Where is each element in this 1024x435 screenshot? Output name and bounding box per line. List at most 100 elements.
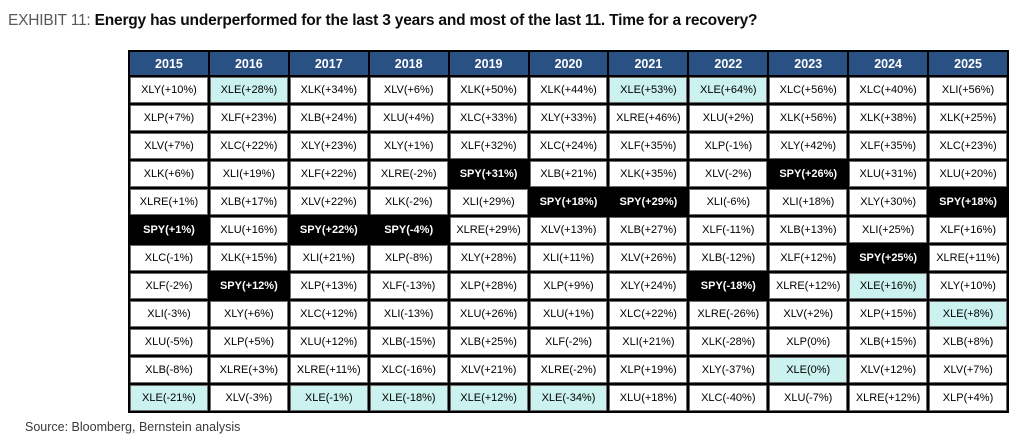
return-cell: XLI(+21%) bbox=[609, 329, 688, 355]
return-cell: XLF(+22%) bbox=[289, 161, 368, 187]
table-row: XLF(-2%) SPY(+12%) XLP(+13%) XLF(-13%) XLP(+… bbox=[130, 273, 1007, 299]
return-cell: XLRE(+46%) bbox=[609, 105, 688, 131]
return-cell: XLC(+40%) bbox=[849, 77, 928, 103]
table-row: XLC(-1%) XLK(+15%) XLI(+21%) XLP(-8%) XLY(+2… bbox=[130, 245, 1007, 271]
table-row: XLP(+7%) XLF(+23%) XLB(+24%) XLU(+4%) XLC(+3… bbox=[130, 105, 1007, 131]
return-cell: XLY(+23%) bbox=[289, 133, 368, 159]
return-cell: XLK(-2%) bbox=[369, 189, 448, 215]
return-cell: XLC(+22%) bbox=[609, 301, 688, 327]
return-cell: XLRE(+3%) bbox=[209, 357, 288, 383]
year-header: 2020 bbox=[529, 52, 608, 75]
return-cell: SPY(-18%) bbox=[689, 273, 768, 299]
return-cell: XLV(+12%) bbox=[849, 357, 928, 383]
return-cell: XLV(-3%) bbox=[209, 385, 288, 411]
return-cell: XLV(+6%) bbox=[369, 77, 448, 103]
return-cell: XLI(+19%) bbox=[209, 161, 288, 187]
return-cell: XLU(+12%) bbox=[289, 329, 368, 355]
return-cell: XLY(+33%) bbox=[529, 105, 608, 131]
return-cell: XLV(+7%) bbox=[130, 133, 208, 159]
return-cell: XLU(+16%) bbox=[209, 217, 288, 243]
return-cell: XLF(+35%) bbox=[849, 133, 928, 159]
table-row: XLB(-8%) XLRE(+3%) XLRE(+11%) XLC(-16%) XLV(… bbox=[130, 357, 1007, 383]
return-cell: SPY(+26%) bbox=[769, 161, 848, 187]
return-cell: XLRE(+11%) bbox=[289, 357, 368, 383]
return-cell: XLV(+21%) bbox=[449, 357, 528, 383]
return-cell: XLB(+17%) bbox=[209, 189, 288, 215]
return-cell: XLRE(-2%) bbox=[369, 161, 448, 187]
return-cell: XLF(-2%) bbox=[130, 273, 208, 299]
return-cell: XLF(+16%) bbox=[929, 217, 1007, 243]
return-cell: XLU(+18%) bbox=[609, 385, 688, 411]
return-cell: XLK(+15%) bbox=[209, 245, 288, 271]
return-cell: SPY(+22%) bbox=[289, 217, 368, 243]
return-cell: XLE(+12%) bbox=[449, 385, 528, 411]
return-cell: XLF(-13%) bbox=[369, 273, 448, 299]
table-row: XLV(+7%) XLC(+22%) XLY(+23%) XLY(+1%) XLF(+3… bbox=[130, 133, 1007, 159]
return-cell: XLY(-37%) bbox=[689, 357, 768, 383]
return-cell: XLE(+8%) bbox=[929, 301, 1007, 327]
year-header: 2025 bbox=[929, 52, 1007, 75]
year-header: 2018 bbox=[369, 52, 448, 75]
return-cell: SPY(+12%) bbox=[209, 273, 288, 299]
return-cell: XLV(+13%) bbox=[529, 217, 608, 243]
exhibit-label: EXHIBIT 11: bbox=[8, 12, 91, 29]
return-cell: XLV(+26%) bbox=[609, 245, 688, 271]
return-cell: XLU(+1%) bbox=[529, 301, 608, 327]
return-cell: XLE(+16%) bbox=[849, 273, 928, 299]
return-cell: SPY(+25%) bbox=[849, 245, 928, 271]
return-cell: SPY(+18%) bbox=[929, 189, 1007, 215]
return-cell: XLP(+13%) bbox=[289, 273, 368, 299]
return-cell: XLE(-18%) bbox=[369, 385, 448, 411]
return-cell: XLE(+53%) bbox=[609, 77, 688, 103]
return-cell: XLB(-12%) bbox=[689, 245, 768, 271]
return-cell: XLY(+1%) bbox=[369, 133, 448, 159]
sector-returns-table: 2015 2016 2017 2018 2019 2020 2021 2022 2023 2024… bbox=[128, 50, 1009, 413]
return-cell: XLI(-6%) bbox=[689, 189, 768, 215]
return-cell: XLF(+23%) bbox=[209, 105, 288, 131]
return-cell: XLP(+15%) bbox=[849, 301, 928, 327]
return-cell: XLU(+31%) bbox=[849, 161, 928, 187]
table-row: XLE(-21%) XLV(-3%) XLE(-1%) XLE(-18%) XLE(+1… bbox=[130, 385, 1007, 411]
return-cell: XLP(+19%) bbox=[609, 357, 688, 383]
exhibit-title-text: Energy has underperformed for the last 3… bbox=[94, 12, 758, 29]
return-cell: XLE(0%) bbox=[769, 357, 848, 383]
return-cell: XLB(+25%) bbox=[449, 329, 528, 355]
return-cell: XLP(+9%) bbox=[529, 273, 608, 299]
return-cell: XLV(-2%) bbox=[689, 161, 768, 187]
return-cell: XLI(+29%) bbox=[449, 189, 528, 215]
return-cell: XLC(+22%) bbox=[209, 133, 288, 159]
return-cell: XLC(+12%) bbox=[289, 301, 368, 327]
return-cell: SPY(+1%) bbox=[130, 217, 208, 243]
return-cell: XLB(+13%) bbox=[769, 217, 848, 243]
return-cell: XLB(+21%) bbox=[529, 161, 608, 187]
return-cell: XLU(+4%) bbox=[369, 105, 448, 131]
return-cell: XLP(-8%) bbox=[369, 245, 448, 271]
return-cell: XLRE(+11%) bbox=[929, 245, 1007, 271]
return-cell: XLC(+23%) bbox=[929, 133, 1007, 159]
return-cell: XLV(+22%) bbox=[289, 189, 368, 215]
year-header: 2022 bbox=[689, 52, 768, 75]
return-cell: XLK(+50%) bbox=[449, 77, 528, 103]
return-cell: XLU(+20%) bbox=[929, 161, 1007, 187]
return-cell: XLI(-13%) bbox=[369, 301, 448, 327]
table-row: XLI(-3%) XLY(+6%) XLC(+12%) XLI(-13%) XLU(+2… bbox=[130, 301, 1007, 327]
return-cell: XLI(+56%) bbox=[929, 77, 1007, 103]
return-cell: XLV(+2%) bbox=[769, 301, 848, 327]
return-cell: XLV(+7%) bbox=[929, 357, 1007, 383]
return-cell: XLC(-1%) bbox=[130, 245, 208, 271]
return-cell: XLU(+2%) bbox=[689, 105, 768, 131]
return-cell: XLK(-28%) bbox=[689, 329, 768, 355]
source-note: Source: Bloomberg, Bernstein analysis bbox=[25, 420, 241, 434]
return-cell: XLRE(-26%) bbox=[689, 301, 768, 327]
table-row: XLY(+10%) XLE(+28%) XLK(+34%) XLV(+6%) XLK(+… bbox=[130, 77, 1007, 103]
return-cell: XLE(-1%) bbox=[289, 385, 368, 411]
return-cell: SPY(+31%) bbox=[449, 161, 528, 187]
return-cell: SPY(+18%) bbox=[529, 189, 608, 215]
year-header: 2015 bbox=[130, 52, 208, 75]
return-cell: SPY(+29%) bbox=[609, 189, 688, 215]
return-cell: XLB(-15%) bbox=[369, 329, 448, 355]
year-header: 2017 bbox=[289, 52, 368, 75]
returns-table-head: 2015 2016 2017 2018 2019 2020 2021 2022 2023 2024… bbox=[130, 52, 1007, 75]
return-cell: XLY(+10%) bbox=[130, 77, 208, 103]
